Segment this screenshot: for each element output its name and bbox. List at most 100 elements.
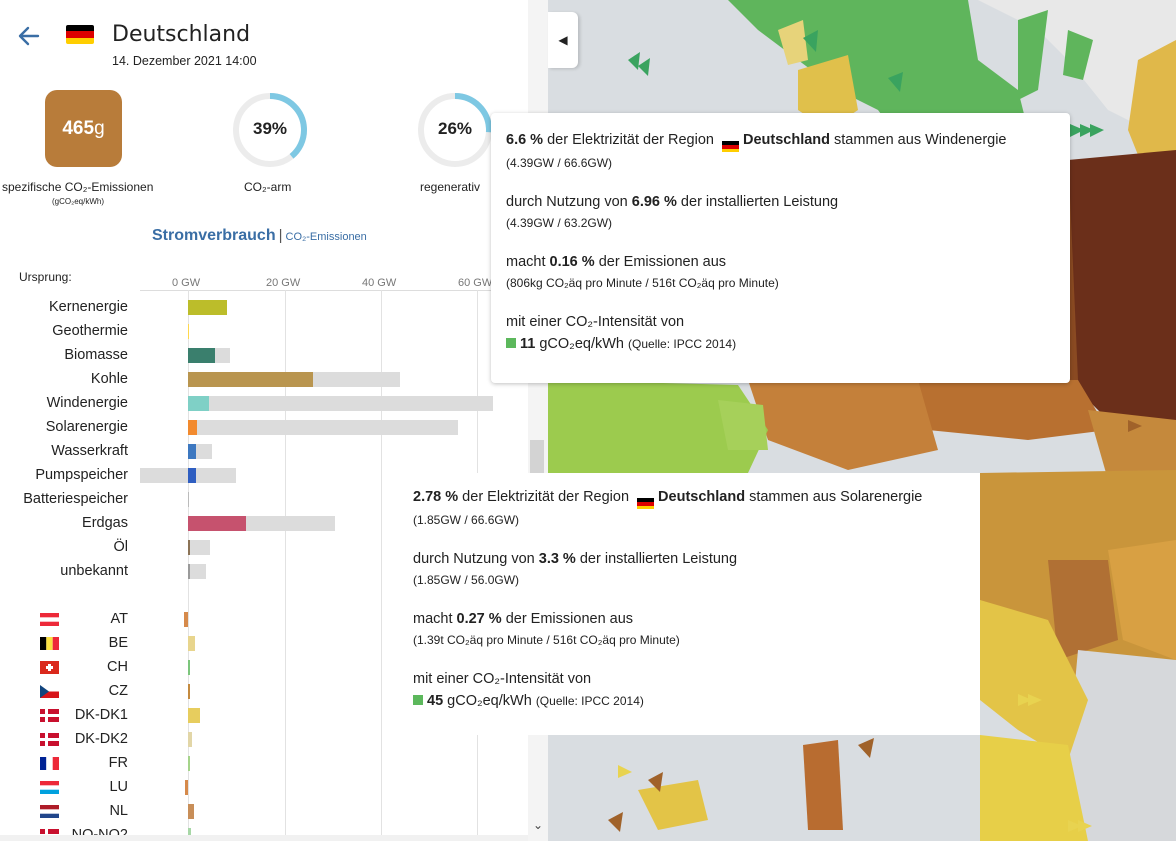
row-label-geothermie: Geothermie (52, 323, 128, 339)
map-region-poland[interactable] (1068, 150, 1176, 430)
co2-intensity-badge: 465 g (45, 90, 122, 167)
map-region-switzerland[interactable] (718, 400, 768, 450)
tab-separator: | (278, 227, 283, 244)
row-label-öl: Öl (113, 539, 129, 555)
solar-line4: mit einer CO₂-Intensität von (413, 671, 592, 688)
axis-tick-60: 60 GW (458, 277, 493, 289)
capacity-bar-unbekannt[interactable] (188, 564, 207, 579)
map-region-baltic-island[interactable] (1018, 10, 1048, 100)
exchange-label-nl: NL (109, 803, 128, 819)
wind-line2-text-a: durch Nutzung von (506, 194, 632, 211)
tab-consumption[interactable]: Stromverbrauch (152, 227, 276, 244)
wind-line1-sub: (4.39GW / 66.6GW) (506, 156, 613, 171)
germany-flag-icon (637, 498, 655, 510)
solar-tooltip: 2.78 % der Elektrizität der Region Deuts… (398, 473, 980, 735)
dk-dk2-flag-icon (40, 733, 59, 746)
wind-line1-text-a: der Elektrizität der Region (543, 132, 718, 148)
exchange-label-ch: CH (107, 659, 128, 675)
map-region-czechia[interactable] (908, 380, 1108, 440)
exchange-bar-no-no2[interactable] (188, 828, 191, 841)
row-label-biomasse: Biomasse (64, 347, 128, 363)
solar-share-pct: 2.78 % (413, 489, 459, 505)
solar-intensity-unit: gCO₂eq/kWh (443, 693, 536, 710)
collapse-panel-button[interactable]: ◀ (548, 12, 578, 68)
ch-flag-icon (40, 661, 59, 674)
map-region-austria[interactable] (748, 380, 938, 470)
cz-flag-icon (40, 685, 59, 698)
solar-line3-sub: (1.39t CO₂äq pro Minute / 516t CO₂äq pro… (413, 633, 680, 648)
panel-scrollbar-thumb[interactable] (530, 440, 544, 480)
production-bar-windenergie[interactable] (188, 396, 210, 411)
tab-emissions[interactable]: CO₂-Emissionen (285, 231, 367, 243)
renewable-value: 26% (437, 119, 473, 138)
nl-flag-icon (40, 805, 59, 818)
production-bar-solarenergie[interactable] (188, 420, 197, 435)
capacity-bar-öl[interactable] (188, 540, 211, 555)
back-arrow-icon[interactable] (16, 24, 42, 48)
solar-line2-text-a: durch Nutzung von (413, 551, 539, 568)
wind-intensity: 11 (520, 336, 536, 353)
capacity-bar-pumpspeicher[interactable] (139, 468, 237, 483)
axis-line (140, 290, 548, 291)
exchange-arrows-north (628, 30, 1104, 137)
production-bar-kohle[interactable] (188, 372, 314, 387)
solar-zone-name: Deutschland (658, 489, 746, 505)
production-bar-biomasse[interactable] (188, 348, 215, 363)
zone-datetime: 14. Dezember 2021 14:00 (112, 54, 257, 68)
renewable-label: regenerativ (420, 180, 481, 194)
map-region-france[interactable] (548, 380, 768, 473)
wind-capacity-pct: 6.96 % (631, 194, 677, 211)
exchange-bar-cz[interactable] (188, 684, 190, 699)
production-bar-unbekannt[interactable] (188, 564, 190, 579)
row-label-pumpspeicher: Pumpspeicher (35, 467, 128, 483)
row-label-kernenergie: Kernenergie (49, 299, 128, 315)
solar-capacity-pct: 3.3 % (538, 551, 576, 568)
map-region-balearic[interactable] (638, 780, 708, 830)
exchange-label-dk-dk2: DK-DK2 (74, 731, 128, 747)
germany-flag-icon (721, 141, 739, 153)
wind-source: (Quelle: IPCC 2014) (628, 337, 737, 352)
exchange-bar-nl[interactable] (188, 804, 194, 819)
production-bar-kernenergie[interactable] (188, 300, 228, 315)
panel-bottom-border (0, 835, 548, 841)
exchange-label-at: AT (110, 611, 128, 627)
exchange-bar-dk-dk1[interactable] (188, 708, 200, 723)
production-bar-pumpspeicher[interactable] (188, 468, 197, 483)
exchange-bar-lu[interactable] (185, 780, 188, 795)
exchange-arrows-brown (608, 420, 1142, 832)
at-flag-icon (40, 613, 59, 626)
wind-zone-name: Deutschland (742, 132, 830, 148)
exchange-bar-ch[interactable] (188, 660, 190, 675)
map-region-bosnia[interactable] (1048, 560, 1118, 660)
map-region-greece[interactable] (1068, 650, 1176, 841)
production-bar-batteriespeicher[interactable] (188, 492, 189, 507)
capacity-bar-solarenergie[interactable] (188, 420, 458, 435)
map-region-sardinia[interactable] (803, 740, 843, 830)
solar-line1-sub: (1.85GW / 66.6GW) (413, 513, 520, 528)
co2-intensity-sublabel: (gCO₂eq/kWh) (52, 197, 105, 206)
scroll-down-arrow-icon[interactable]: ⌄ (532, 818, 544, 832)
production-bar-geothermie[interactable] (188, 324, 189, 339)
caret-left-icon: ◀ (558, 33, 568, 47)
exchange-bar-fr[interactable] (188, 756, 190, 771)
capacity-bar-windenergie[interactable] (188, 396, 493, 411)
map-region-dk2[interactable] (778, 20, 808, 65)
lu-flag-icon (40, 781, 59, 794)
wind-line3-sub: (806kg CO₂äq pro Minute / 516t CO₂äq pro… (506, 276, 779, 291)
production-bar-öl[interactable] (188, 540, 191, 555)
map-region-italy-south[interactable] (980, 735, 1088, 841)
map-region-italy[interactable] (980, 600, 1088, 760)
exchange-bar-at[interactable] (184, 612, 188, 627)
solar-line3-text-a: macht (413, 611, 457, 628)
production-bar-erdgas[interactable] (188, 516, 246, 531)
production-bar-wasserkraft[interactable] (188, 444, 196, 459)
exchange-bar-dk-dk2[interactable] (188, 732, 192, 747)
exchange-bar-be[interactable] (188, 636, 196, 651)
co2-intensity-unit: g (94, 117, 105, 139)
wind-line2-sub: (4.39GW / 63.2GW) (506, 216, 613, 231)
wind-line3-text-a: macht (506, 254, 550, 271)
low-carbon-label: CO₂-arm (244, 180, 292, 194)
map-region-serbia[interactable] (1108, 540, 1176, 660)
map-region-gotland[interactable] (1063, 30, 1093, 80)
map-region-denmark[interactable] (798, 55, 858, 130)
